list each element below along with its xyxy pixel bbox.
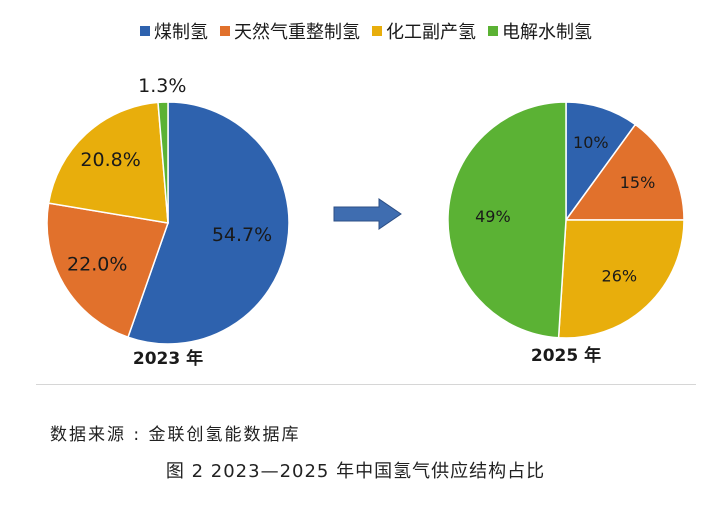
label-coal: 54.7% bbox=[212, 224, 272, 246]
slice-coal bbox=[565, 101, 637, 223]
arrow-right-icon bbox=[333, 198, 402, 230]
legend-item: 煤制氢 bbox=[140, 18, 208, 44]
pie-charts: 54.7% 22.0% 20.8% 1.3% 2023 年 10% 15% 26% 49% 202… bbox=[46, 75, 685, 369]
year-label: 2023 年 bbox=[133, 348, 203, 369]
legend-label: 化工副产氢 bbox=[386, 22, 476, 43]
legend-label: 电解水制氢 bbox=[502, 22, 592, 43]
slice-electrolysis bbox=[157, 101, 169, 224]
slice-natural-gas bbox=[46, 202, 170, 339]
label-natural-gas: 15% bbox=[620, 173, 656, 192]
legend-swatch bbox=[140, 26, 150, 36]
label-coal: 10% bbox=[573, 133, 609, 152]
slice-natural-gas bbox=[564, 123, 685, 221]
label-byproduct: 26% bbox=[602, 266, 638, 285]
slice-byproduct bbox=[47, 101, 169, 224]
year-label: 2025 年 bbox=[531, 345, 601, 366]
pie-chart: 10% 15% 26% 49% 2025 年 bbox=[447, 101, 685, 366]
legend-swatch bbox=[372, 26, 382, 36]
legend-swatch bbox=[488, 26, 498, 36]
legend-swatch bbox=[220, 26, 230, 36]
source-note: 数据来源 : 金联创氢能数据库 bbox=[50, 425, 301, 445]
pie-chart: 54.7% 22.0% 20.8% 1.3% 2023 年 bbox=[46, 75, 290, 369]
legend-item: 化工副产氢 bbox=[372, 18, 476, 44]
legend-label: 煤制氢 bbox=[154, 22, 208, 43]
slice-byproduct bbox=[557, 219, 685, 339]
label-electrolysis: 49% bbox=[475, 207, 511, 226]
label-electrolysis: 1.3% bbox=[138, 75, 186, 97]
legend-item: 电解水制氢 bbox=[488, 18, 592, 44]
label-byproduct: 20.8% bbox=[80, 149, 140, 171]
legend-label: 天然气重整制氢 bbox=[234, 22, 360, 43]
label-natural-gas: 22.0% bbox=[67, 253, 127, 275]
figure-caption: 图 2 2023—2025 年中国氢气供应结构占比 bbox=[165, 461, 546, 482]
legend: 煤制氢 天然气重整制氢 化工副产氢 电解水制氢 bbox=[36, 18, 696, 44]
slice-electrolysis bbox=[447, 101, 567, 339]
chart-panel: 煤制氢 天然气重整制氢 化工副产氢 电解水制氢 54.7% 22.0% 20.8% 1.3%… bbox=[36, 10, 696, 385]
legend-item: 天然气重整制氢 bbox=[220, 18, 360, 44]
